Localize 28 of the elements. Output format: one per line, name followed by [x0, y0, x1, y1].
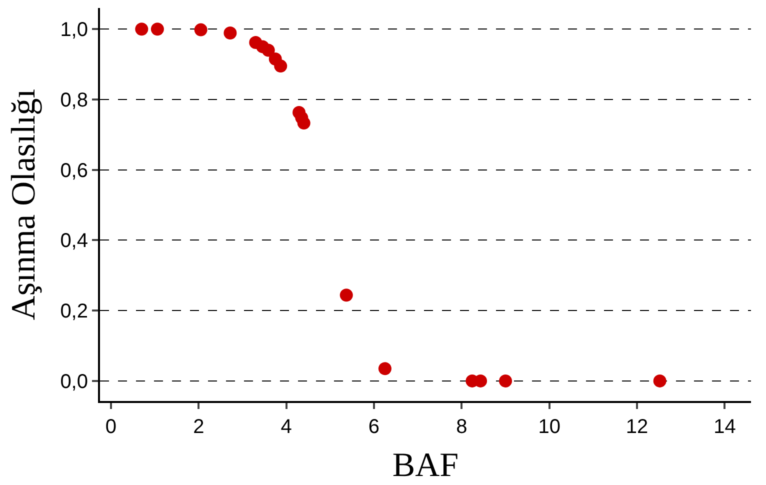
x-tick-label: 14	[714, 416, 736, 438]
point	[150, 22, 164, 36]
point	[499, 374, 512, 388]
x-axis-title: BAF	[392, 446, 459, 484]
y-tick-label: 0,4	[60, 230, 88, 252]
x-tick-label: 2	[193, 416, 204, 438]
x-tick-label: 4	[280, 416, 292, 438]
point	[653, 374, 666, 388]
point	[224, 26, 237, 40]
y-axis-title: Aşınma Olasılığı	[5, 88, 42, 320]
x-tick-label: 0	[105, 416, 117, 438]
point	[340, 288, 353, 302]
point	[135, 22, 148, 36]
point	[378, 362, 392, 376]
point	[262, 44, 275, 57]
y-tick-label: 1,0	[60, 19, 88, 42]
y-tick-label: 0,2	[60, 300, 88, 323]
x-tick-label: 8	[456, 416, 468, 438]
x-tick-label: 10	[538, 416, 560, 438]
y-tick-label: 0,0	[60, 370, 88, 393]
y-tick-label: 0,8	[60, 89, 88, 112]
point	[194, 23, 208, 36]
point	[297, 116, 310, 130]
point	[274, 60, 288, 73]
point	[474, 374, 488, 388]
y-tick-label: 0,6	[60, 160, 88, 182]
x-tick-label: 6	[368, 416, 380, 438]
x-tick-label: 12	[626, 416, 648, 438]
